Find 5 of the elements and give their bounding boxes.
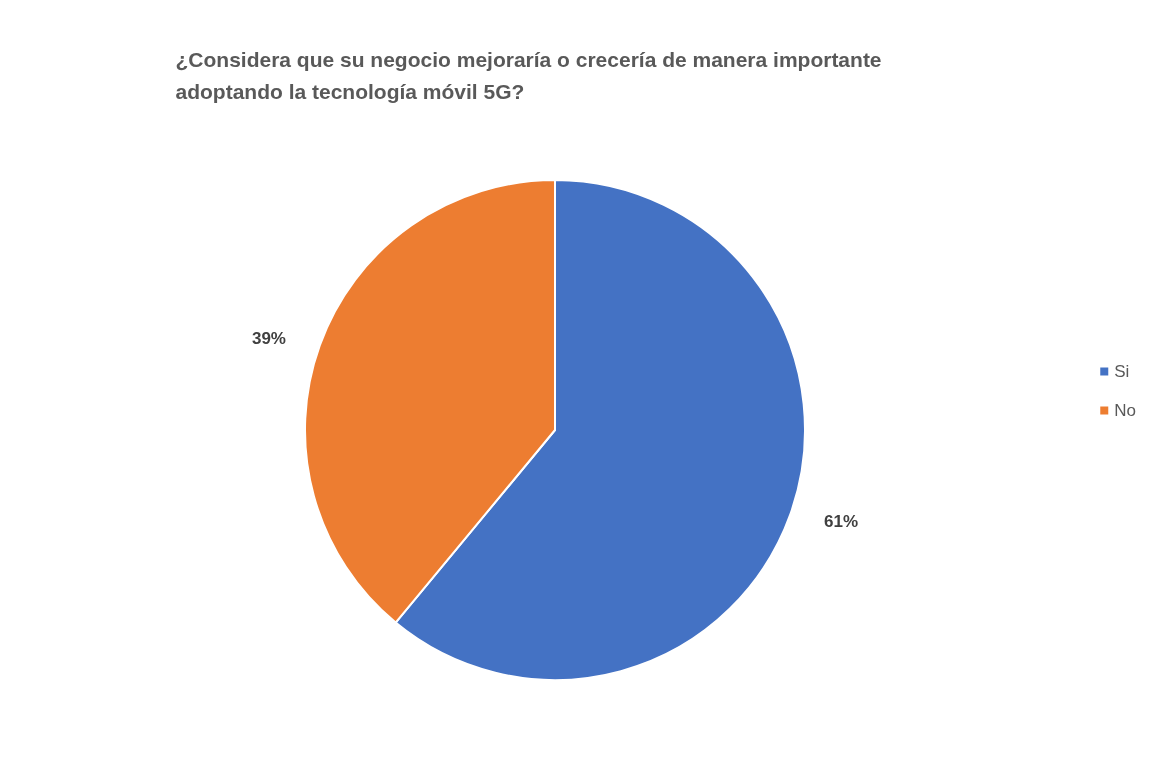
chart-title: ¿Considera que su negocio mejoraría o crecería de manera importante adoptando la tecnología móvil 5G? [175, 47, 888, 103]
legend-label: Si [1114, 362, 1130, 381]
data-label: 39% [251, 329, 286, 349]
data-label: 61% [824, 511, 859, 531]
legend-label: No [1114, 401, 1136, 420]
